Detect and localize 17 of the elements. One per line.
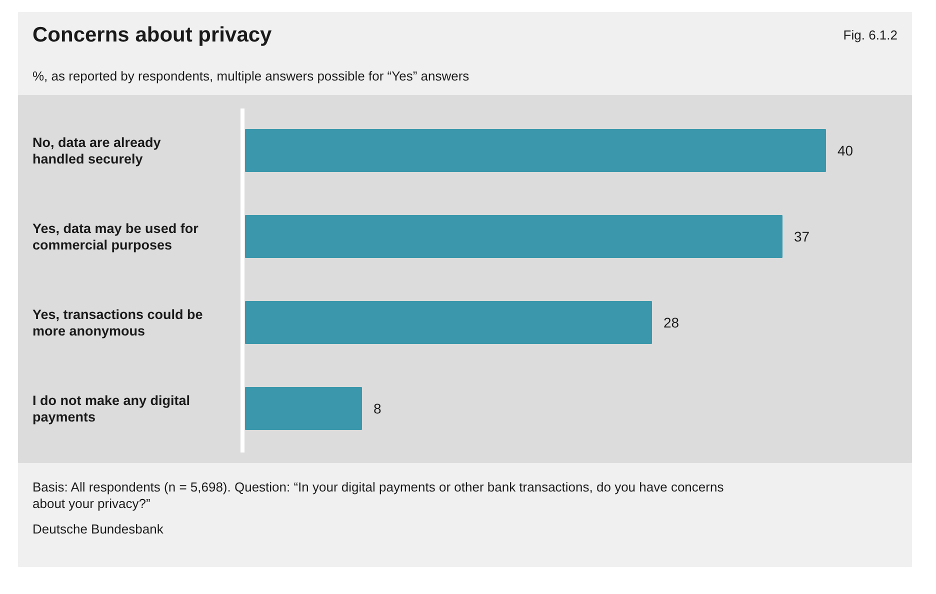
data-label: 28 (664, 314, 680, 330)
y-tick-label: Yes, data may be used for commercial purposes (32, 220, 200, 252)
chart-subtitle: %, as reported by respondents, multiple answers possible for “Yes” answers (32, 68, 470, 84)
text: Basis: All respondents (n = 5,698). Question: “In your digital payments or other bank transactions, do you have concerns about your privacy?” (32, 480, 724, 511)
bar (245, 301, 652, 344)
data-label: 8 (374, 400, 382, 416)
y-tick-label: No, data are already handled securely (32, 134, 162, 166)
chart-title: Concerns about privacy (32, 24, 272, 46)
bar (245, 215, 782, 258)
bar (245, 387, 362, 430)
text: Deutsche Bundesbank (32, 522, 164, 536)
caption: Fig. 6.1.2 (843, 28, 898, 42)
y-tick-label: I do not make any digital payments (32, 392, 190, 424)
bar (245, 129, 826, 172)
y-tick-label: Yes, transactions could be more anonymous (32, 306, 204, 338)
data-label: 37 (794, 228, 810, 244)
data-label: 40 (838, 142, 854, 158)
